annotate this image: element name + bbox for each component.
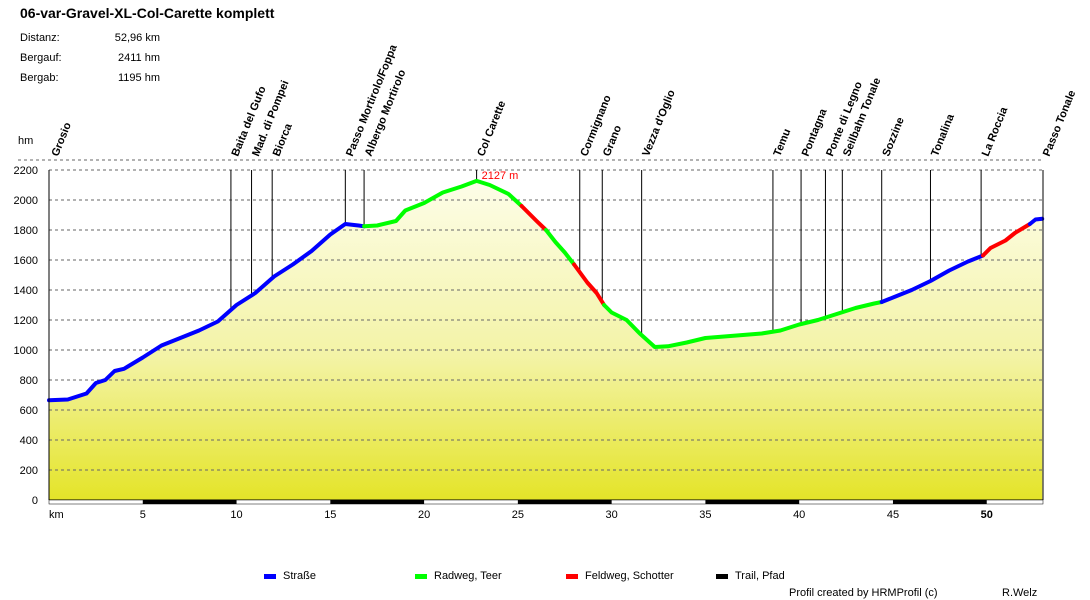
x-tick-label-45: 45 — [887, 509, 899, 521]
stat-distance-label: Distanz: — [20, 32, 60, 44]
legend-label-trail: Trail, Pfad — [735, 570, 785, 582]
legend-label-radweg: Radweg, Teer — [434, 570, 502, 582]
legend-swatch-trail — [716, 573, 728, 579]
series-segment-7 — [981, 222, 1032, 258]
series-segment-8 — [1027, 216, 1045, 226]
x-tick-label-50: 50 — [981, 509, 993, 521]
y-tick-label-600: 600 — [20, 405, 38, 417]
x-axis-label: km — [49, 509, 64, 521]
waypoint-label-6: Col Carette — [475, 99, 508, 158]
x-tick-label-30: 30 — [606, 509, 618, 521]
distance-bar-segment-3 — [705, 500, 800, 504]
series-segment-0 — [47, 222, 367, 403]
y-tick-label-400: 400 — [20, 435, 38, 447]
series-segment-3 — [544, 228, 577, 267]
legend-swatch-radweg — [415, 573, 427, 579]
waypoint-label-10: Temu — [772, 127, 794, 158]
distance-bar-segment-1 — [330, 500, 425, 504]
x-tick-label-25: 25 — [512, 509, 524, 521]
distance-bar-segment-0 — [142, 500, 237, 504]
x-tick-label-35: 35 — [699, 509, 711, 521]
y-tick-label-800: 800 — [20, 375, 38, 387]
peak-label: 2127 m — [482, 170, 519, 182]
series-segment-2 — [519, 204, 548, 232]
legend-item-feldweg: Feldweg, Schotter — [566, 570, 674, 582]
chart-title: 06-var-Gravel-XL-Col-Carette komplett — [20, 5, 275, 21]
stat-distance-value: 52,96 km — [114, 32, 160, 44]
waypoint-label-16: La Roccia — [980, 105, 1011, 158]
x-tick-label-10: 10 — [230, 509, 242, 521]
legend-swatch-feldweg — [566, 573, 578, 579]
y-tick-label-2000: 2000 — [14, 195, 38, 207]
waypoint-label-0: Grosio — [50, 121, 75, 159]
waypoint-label-9: Vezza d'Oglio — [640, 88, 678, 158]
y-axis-label: hm — [18, 135, 33, 147]
y-tick-label-1800: 1800 — [14, 225, 38, 237]
y-tick-label-1000: 1000 — [14, 345, 38, 357]
legend-item-trail: Trail, Pfad — [716, 570, 785, 582]
waypoint-label-3: Biorca — [271, 121, 295, 158]
legend-swatch-strasse — [264, 573, 276, 579]
legend-label-feldweg: Feldweg, Schotter — [585, 570, 674, 582]
legend-item-strasse: Straße — [264, 570, 316, 582]
stat-descent-label: Bergab: — [20, 72, 59, 84]
y-tick-label-1600: 1600 — [14, 255, 38, 267]
legend-label-strasse: Straße — [283, 570, 317, 582]
series-segment-1 — [362, 178, 524, 229]
stat-ascent-value: 2411 hm — [118, 52, 160, 64]
waypoint-label-15: Tonalina — [929, 112, 957, 158]
elevation-area — [49, 180, 1043, 500]
waypoint-label-17: Passo Tonale — [1041, 89, 1078, 158]
x-tick-label-15: 15 — [324, 509, 336, 521]
series-segment-6 — [879, 253, 985, 304]
y-tick-label-0: 0 — [32, 495, 38, 507]
distance-bar-segment-2 — [517, 500, 612, 504]
legend-item-radweg: Radweg, Teer — [415, 570, 502, 582]
series-segment-5 — [602, 300, 884, 349]
footer-credit: Profil created by HRMProfil (c) — [789, 587, 938, 599]
footer-author: R.Welz — [1002, 587, 1038, 599]
waypoint-label-14: Sozzine — [880, 116, 906, 158]
x-tick-label-5: 5 — [140, 509, 146, 521]
y-tick-label-2200: 2200 — [14, 165, 38, 177]
waypoint-label-8: Grano — [601, 123, 624, 158]
x-tick-label-40: 40 — [793, 509, 805, 521]
y-tick-label-1400: 1400 — [14, 285, 38, 297]
y-tick-label-1200: 1200 — [14, 315, 38, 327]
y-tick-label-200: 200 — [20, 465, 38, 477]
distance-bar-segment-4 — [892, 500, 987, 504]
stat-ascent-label: Bergauf: — [20, 52, 62, 64]
series-segment-4 — [572, 262, 607, 307]
stat-descent-value: 1195 hm — [118, 72, 160, 84]
x-tick-label-20: 20 — [418, 509, 430, 521]
